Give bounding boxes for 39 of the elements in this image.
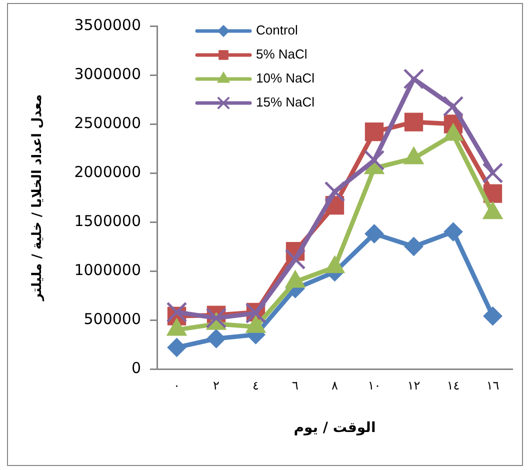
y-tick-label: 0 <box>131 358 141 377</box>
point <box>483 306 502 326</box>
y-tick-label: 3500000 <box>74 16 141 34</box>
x-axis-title: الوقت / يوم <box>294 420 376 436</box>
x-tick-label: ١٠ <box>368 378 381 392</box>
x-tick-label: ٨ <box>332 378 339 392</box>
point <box>364 224 384 244</box>
y-axis-title: معدل اعداد الخلايا / خلية / مليلتر <box>30 94 46 302</box>
point <box>444 222 463 242</box>
y-tick-label: 1000000 <box>74 260 141 279</box>
legend-label: 10% NaCl <box>256 70 315 86</box>
legend-label: 15% NaCl <box>256 94 315 110</box>
x-tick-label: ١٦ <box>486 378 500 392</box>
legend-label: Control <box>256 22 298 38</box>
point <box>206 308 227 328</box>
point <box>404 112 424 132</box>
y-tick-label: 1500000 <box>74 212 141 230</box>
x-tick-label: ٢ <box>213 378 220 392</box>
point <box>442 96 464 117</box>
y-tick-label: 2500000 <box>74 114 141 132</box>
point <box>167 338 186 357</box>
x-tick-label: ٠ <box>174 378 180 392</box>
point <box>482 162 504 184</box>
point <box>206 329 226 348</box>
x-tick-label: ١٢ <box>407 378 420 392</box>
y-tick-label: 3000000 <box>74 64 141 83</box>
x-tick-label: ٦ <box>292 378 298 392</box>
point <box>403 68 424 90</box>
point <box>364 122 384 142</box>
point <box>324 181 346 202</box>
point <box>404 237 424 256</box>
x-tick-label: ٤ <box>252 378 259 392</box>
y-tick-label: 500000 <box>84 310 141 328</box>
x-tick-label: ١٤ <box>446 378 460 392</box>
point <box>364 150 385 171</box>
point <box>284 248 306 270</box>
point <box>166 302 188 323</box>
y-tick-label: 2000000 <box>74 162 141 181</box>
legend-label: 5% NaCl <box>256 46 308 62</box>
